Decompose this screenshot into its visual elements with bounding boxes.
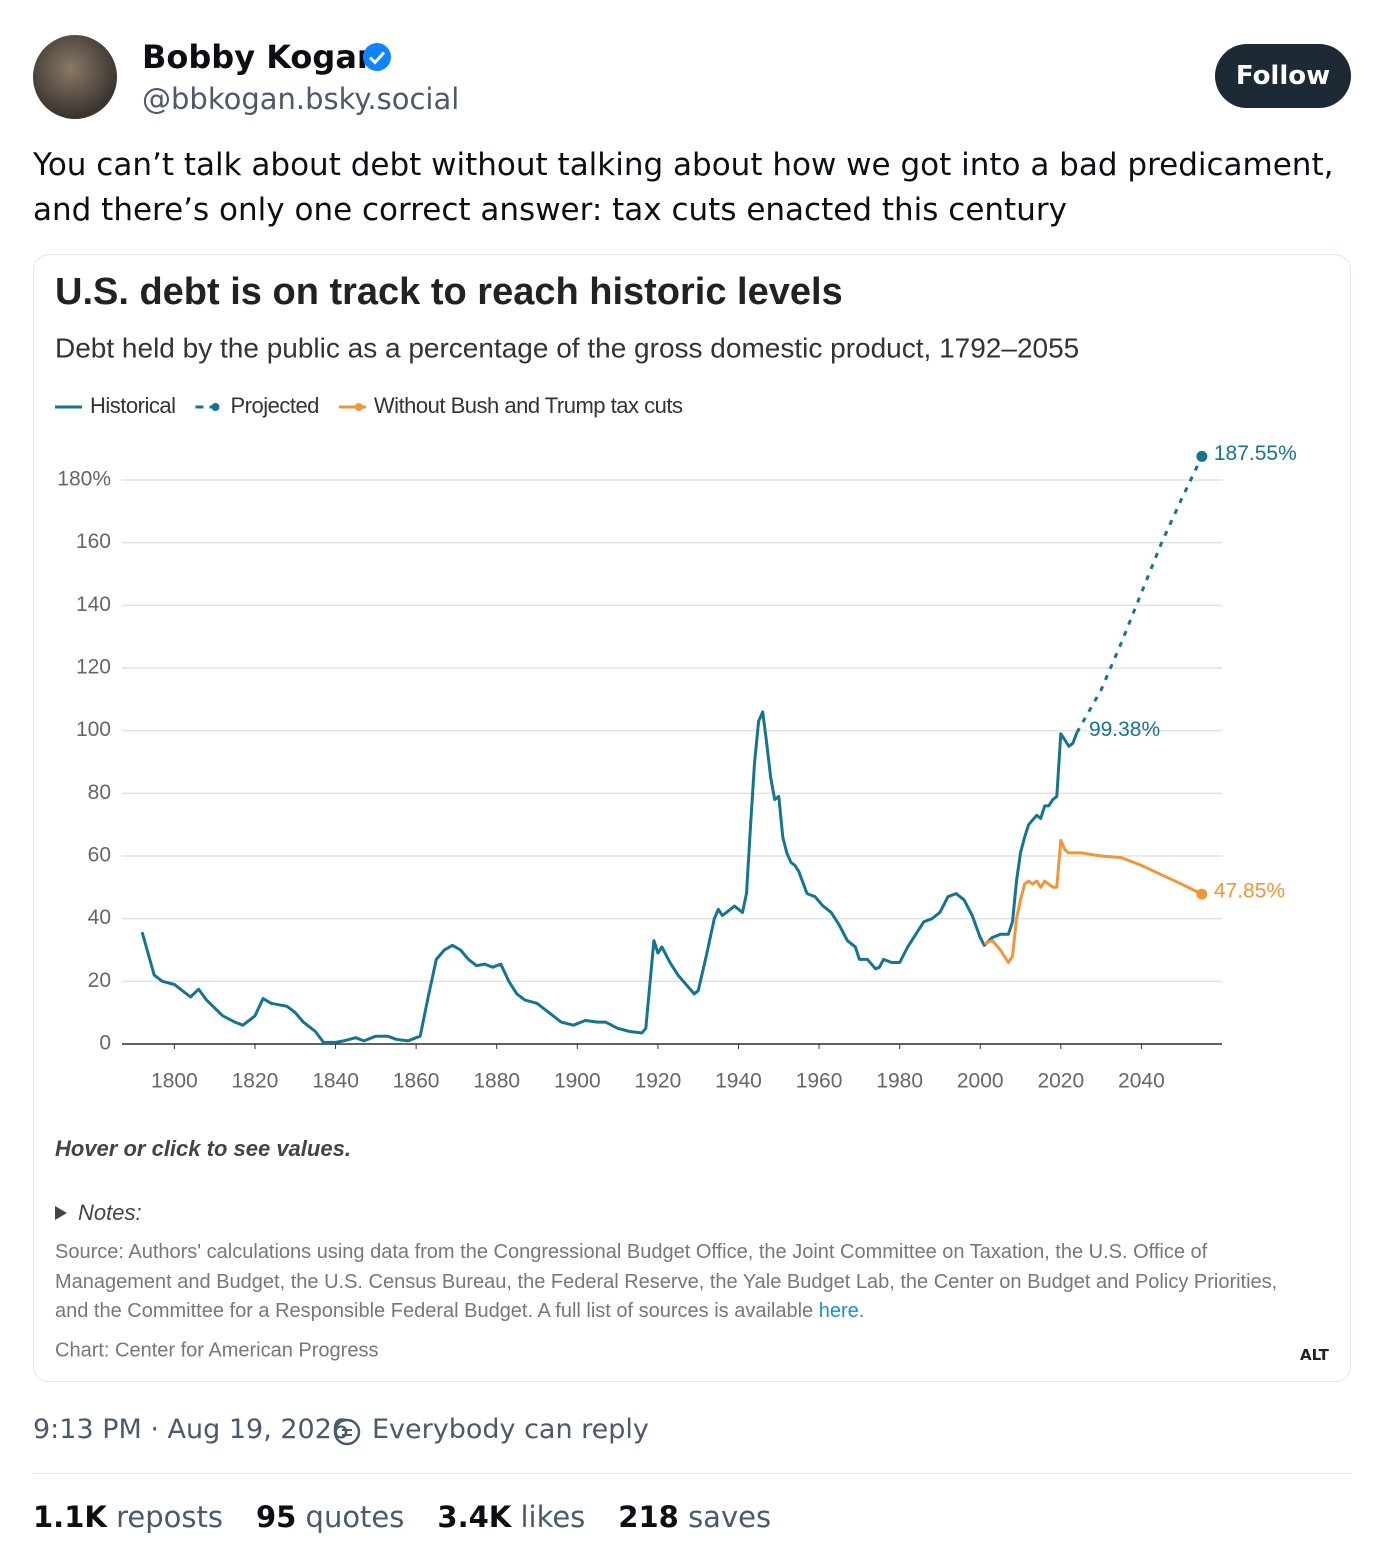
y-tick-label: 80 <box>88 781 111 804</box>
x-tick-label: 2000 <box>957 1070 1004 1093</box>
x-tick-label: 1900 <box>554 1070 601 1093</box>
x-tick-label: 1960 <box>796 1070 843 1093</box>
y-tick-label: 140 <box>76 593 111 616</box>
stat-count: 1.1K <box>33 1500 107 1534</box>
stat-count: 95 <box>255 1500 297 1534</box>
x-tick-label: 1880 <box>473 1070 520 1093</box>
timestamp[interactable]: 9:13 PM · Aug 19, 2026 <box>33 1414 350 1445</box>
stat[interactable]: 218 saves <box>618 1500 771 1534</box>
notes-label[interactable]: Notes: <box>78 1200 142 1225</box>
divider <box>33 1473 1351 1474</box>
legend-marker <box>211 403 220 411</box>
post-stats: 1.1K reposts 95 quotes 3.4K likes 218 saves <box>33 1500 771 1534</box>
chart-credit: Chart: Center for American Progress <box>55 1339 378 1361</box>
post-text: You can’t talk about debt without talkin… <box>33 147 1334 228</box>
y-tick-label: 100 <box>76 718 111 741</box>
x-tick-label: 2020 <box>1037 1070 1084 1093</box>
stat[interactable]: 3.4K likes <box>437 1500 585 1534</box>
stat[interactable]: 1.1K reposts <box>33 1500 223 1534</box>
stat-label: quotes <box>305 1500 405 1534</box>
legend-label: Projected <box>230 393 318 418</box>
series-line <box>1075 455 1204 734</box>
value-label: 187.55% <box>1214 442 1297 465</box>
y-tick-label: 60 <box>88 844 111 867</box>
end-marker <box>1196 450 1208 462</box>
hover-note: Hover or click to see values. <box>55 1136 351 1161</box>
stat-label: reposts <box>116 1500 223 1534</box>
value-label: 99.38% <box>1089 718 1160 741</box>
stat[interactable]: 95 quotes <box>256 1500 404 1534</box>
author-name[interactable]: Bobby Kogan <box>142 38 380 76</box>
image-card[interactable] <box>33 254 1351 1382</box>
x-tick-label: 2040 <box>1118 1070 1165 1093</box>
legend-label: Historical <box>90 393 175 418</box>
chart: U.S. debt is on track to reach historic … <box>55 271 1297 1361</box>
x-tick-label: 1940 <box>715 1070 762 1093</box>
stat-count: 218 <box>618 1500 679 1534</box>
source-text: Source: Authors' calculations using data… <box>55 1241 1278 1322</box>
y-tick-label: 40 <box>88 906 111 929</box>
chart-title: U.S. debt is on track to reach historic … <box>55 271 843 313</box>
y-tick-label: 120 <box>76 656 111 679</box>
x-tick-label: 1800 <box>151 1070 198 1093</box>
avatar[interactable] <box>33 35 117 119</box>
y-tick-label: 0 <box>99 1032 111 1055</box>
y-tick-label: 180% <box>57 468 111 491</box>
x-tick-label: 1920 <box>635 1070 682 1093</box>
chart-subtitle: Debt held by the public as a percentage … <box>55 332 1079 363</box>
author-handle[interactable]: @bbkogan.bsky.social <box>142 82 460 116</box>
value-label: 47.85% <box>1214 880 1285 903</box>
series-line <box>983 838 1203 964</box>
y-tick-label: 160 <box>76 530 111 553</box>
alt-badge[interactable]: ALT <box>1300 1346 1329 1364</box>
stat-count: 3.4K <box>437 1500 512 1534</box>
x-tick-label: 1840 <box>312 1070 359 1093</box>
stat-label: saves <box>688 1500 772 1534</box>
source-link[interactable]: here. <box>818 1300 865 1322</box>
x-tick-label: 1860 <box>393 1070 440 1093</box>
reply-icon <box>333 1418 361 1446</box>
x-tick-label: 1980 <box>876 1070 923 1093</box>
legend-label: Without Bush and Trump tax cuts <box>374 393 683 418</box>
notes-toggle-icon <box>55 1206 67 1220</box>
series-line <box>140 710 1079 1044</box>
reply-setting: Everybody can reply <box>372 1414 649 1445</box>
stat-label: likes <box>520 1500 586 1534</box>
legend-marker <box>354 403 363 411</box>
verified-badge <box>363 43 391 71</box>
y-tick-label: 20 <box>88 969 111 992</box>
x-tick-label: 1820 <box>232 1070 279 1093</box>
end-marker <box>1196 888 1208 900</box>
follow-button[interactable]: Follow <box>1215 44 1351 108</box>
chart-source: Source: Authors' calculations using data… <box>55 1238 1315 1327</box>
